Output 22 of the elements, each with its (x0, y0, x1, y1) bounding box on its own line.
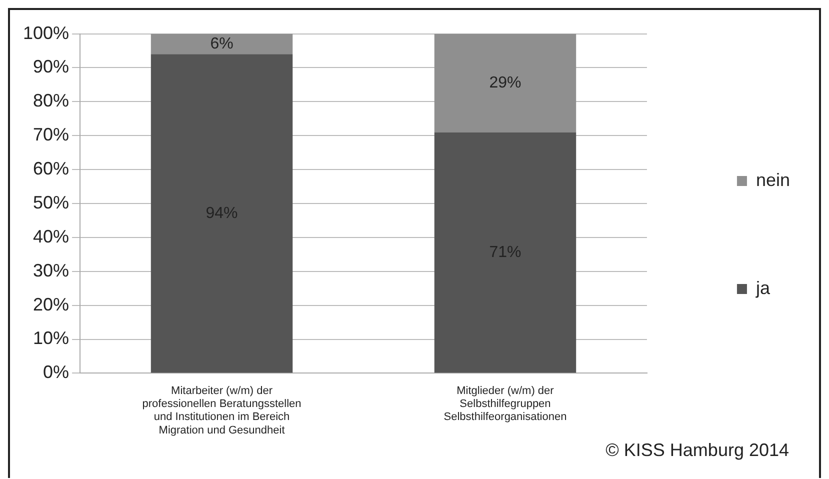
y-tick-label: 100% (22, 22, 70, 43)
bar (150, 54, 293, 373)
y-tick-label: 0% (43, 362, 70, 382)
y-tick-label: 60% (33, 158, 70, 179)
y-tick-label: 70% (33, 124, 70, 145)
bar (434, 132, 576, 373)
x-tick-label: Mitarbeiter (w/m) der professionellen Beratungsstellen und Institutionen im Bereich Migration und Gesundheit (142, 384, 302, 436)
y-tick-label: 40% (33, 226, 70, 246)
y-tick-label: 80% (33, 90, 70, 111)
y-tick-label: 30% (33, 260, 70, 280)
y-tick-label: 10% (33, 328, 70, 348)
bar (434, 34, 576, 132)
y-tick-label: 20% (33, 294, 70, 314)
y-tick-label: 90% (33, 56, 70, 77)
text: © KISS Hamburg 2014 (606, 440, 789, 461)
legend-label: ja (754, 278, 771, 298)
x-tick-label: Mitglieder (w/m) der Selbsthilfegruppen Selbsthilfeorganisationen (444, 384, 567, 424)
legend-label: nein (756, 170, 790, 190)
bar (150, 34, 293, 54)
y-tick-label: 50% (33, 192, 70, 212)
data-label: 6% (210, 35, 234, 52)
data-label: 29% (489, 74, 522, 92)
